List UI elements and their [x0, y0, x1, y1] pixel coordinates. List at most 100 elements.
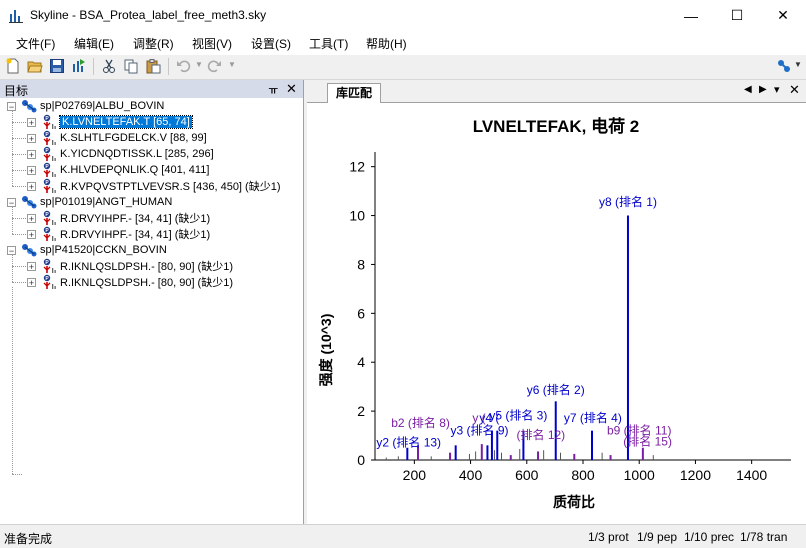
connect-dropdown-icon[interactable]: ▼ — [794, 60, 802, 69]
redo-icon[interactable] — [206, 58, 222, 74]
undo-dropdown-icon[interactable]: ▼ — [195, 60, 203, 69]
tree-node-label: sp|P41520|CCKN_BOVIN — [40, 244, 167, 256]
save-icon[interactable] — [49, 58, 65, 74]
peak-annotation: (排名 12) — [516, 427, 565, 442]
peak-annotation: y7 (排名 4) — [564, 410, 622, 425]
cut-icon[interactable] — [101, 58, 117, 74]
tree-node-label: R.IKNLQSLDPSH.- [80, 90] (缺少1) — [60, 277, 233, 289]
close-window-button[interactable]: ✕ — [760, 0, 806, 31]
svg-text:P: P — [45, 132, 49, 138]
menu-tools[interactable]: 工具(T) — [309, 37, 349, 51]
tree-peptide-node[interactable]: + P R.DRVYIHPF.- [34, 41] (缺少1) — [27, 210, 210, 226]
tree-connector — [12, 266, 26, 267]
tree-protein-node[interactable]: − sp|P01019|ANGT_HUMAN — [7, 194, 172, 210]
close-icon[interactable]: ✕ — [286, 81, 297, 96]
y-tick-label: 10 — [349, 208, 365, 224]
tree-connector — [12, 186, 26, 187]
svg-text:P: P — [45, 116, 49, 122]
svg-text:P: P — [45, 212, 49, 218]
window-title: Skyline - BSA_Protea_label_free_meth3.sk… — [30, 8, 267, 22]
peptide-icon: P — [43, 258, 56, 273]
x-tick-label: 1400 — [736, 467, 767, 483]
skyline-app-icon — [9, 10, 23, 23]
tree-peptide-node[interactable]: + P R.IKNLQSLDPSH.- [80, 90] (缺少1) — [27, 258, 233, 274]
peptide-icon: P — [43, 114, 56, 129]
close-icon: ✕ — [777, 7, 789, 23]
tree-peptide-node[interactable]: + P R.IKNLQSLDPSH.- [80, 90] (缺少1) — [27, 274, 233, 290]
status-transition-count: 1/78 tran — [740, 530, 788, 544]
copy-icon[interactable] — [123, 58, 139, 74]
redo-dropdown-icon[interactable]: ▼ — [228, 60, 236, 69]
tree-node-label: K.LVNELTEFAK.T [65, 74] — [59, 115, 193, 129]
menu-view[interactable]: 视图(V) — [192, 37, 232, 51]
tree-node-label: K.SLHTLFGDELCK.V [88, 99] — [60, 132, 207, 144]
minimize-button[interactable]: — — [668, 0, 714, 31]
expand-icon[interactable]: + — [27, 165, 36, 176]
tree-connector — [12, 207, 13, 234]
peak-annotation: b2 (排名 8) — [391, 415, 450, 430]
peptide-icon: P — [43, 210, 56, 225]
new-icon[interactable] — [5, 58, 21, 74]
title-bar: Skyline - BSA_Protea_label_free_meth3.sk… — [0, 0, 806, 31]
expand-icon[interactable]: + — [27, 261, 36, 272]
peptide-icon: P — [43, 226, 56, 241]
open-icon[interactable] — [27, 58, 43, 74]
x-axis-label: 质荷比 — [553, 494, 595, 510]
tree-peptide-node[interactable]: + P K.SLHTLFGDELCK.V [88, 99] — [27, 130, 207, 146]
peptide-icon: P — [43, 274, 56, 289]
protein-icon — [22, 100, 37, 113]
x-tick-label: 400 — [459, 467, 483, 483]
tree-peptide-node[interactable]: + P R.DRVYIHPF.- [34, 41] (缺少1) — [27, 226, 210, 242]
expand-icon[interactable]: + — [27, 133, 36, 144]
menu-bar: 文件(F) 编辑(E) 调整(R) 视图(V) 设置(S) 工具(T) 帮助(H… — [0, 31, 806, 55]
targets-panel-title: 目标 — [4, 84, 29, 98]
collapse-icon[interactable]: − — [7, 245, 16, 256]
nav-menu-icon[interactable]: ▾ — [774, 84, 780, 96]
menu-refine[interactable]: 调整(R) — [133, 37, 174, 51]
close-icon[interactable]: ✕ — [789, 82, 800, 97]
paste-icon[interactable] — [145, 58, 161, 74]
tree-protein-node[interactable]: − sp|P02769|ALBU_BOVIN — [7, 98, 164, 114]
tree-protein-node[interactable]: − sp|P41520|CCKN_BOVIN — [7, 242, 167, 258]
x-tick-label: 200 — [403, 467, 427, 483]
peak-annotation: y2 (排名 13) — [376, 435, 441, 450]
toolbar-separator — [168, 58, 169, 75]
peak-annotation: y6 (排名 2) — [527, 382, 585, 397]
expand-icon[interactable]: + — [27, 149, 36, 160]
connect-icon[interactable] — [776, 58, 792, 74]
collapse-icon[interactable]: − — [7, 101, 16, 112]
tree-connector — [12, 122, 26, 123]
nav-left-icon[interactable]: ◀ — [744, 84, 752, 95]
menu-edit[interactable]: 编辑(E) — [74, 37, 114, 51]
import-icon[interactable] — [71, 58, 87, 74]
expand-icon[interactable]: + — [27, 277, 36, 288]
undo-icon[interactable] — [176, 58, 192, 74]
peak-annotation: y8 (排名 1) — [599, 194, 657, 209]
y-tick-label: 0 — [357, 452, 365, 468]
tree-peptide-node[interactable]: + P K.LVNELTEFAK.T [65, 74] — [27, 114, 193, 130]
svg-text:P: P — [45, 164, 49, 170]
menu-file[interactable]: 文件(F) — [16, 37, 56, 51]
expand-icon[interactable]: + — [27, 117, 36, 128]
pin-icon[interactable]: ᚂ — [269, 81, 278, 95]
targets-tree[interactable]: − sp|P02769|ALBU_BOVIN + P K.LVNELTEFAK.T [6… — [0, 98, 303, 524]
tree-peptide-node[interactable]: + P R.KVPQVSTPTLVEVSR.S [436, 450] (缺少1) — [27, 178, 281, 194]
expand-icon[interactable]: + — [27, 181, 36, 192]
collapse-icon[interactable]: − — [7, 197, 16, 208]
tree-peptide-node[interactable]: + P K.YICDNQDTISSK.L [285, 296] — [27, 146, 214, 162]
nav-right-icon[interactable]: ▶ — [759, 84, 767, 95]
peak-annotation: b9 (排名 11) — [607, 422, 671, 437]
tree-node-label: K.YICDNQDTISSK.L [285, 296] — [60, 148, 214, 160]
menu-settings[interactable]: 设置(S) — [251, 37, 291, 51]
y-tick-label: 4 — [357, 354, 365, 370]
tree-connector — [12, 474, 22, 475]
tab-library-match[interactable]: 库匹配 — [327, 83, 382, 103]
tree-connector — [12, 255, 13, 282]
tree-connector — [12, 218, 26, 219]
expand-icon[interactable]: + — [27, 213, 36, 224]
expand-icon[interactable]: + — [27, 229, 36, 240]
tree-peptide-node[interactable]: + P K.HLVDEPQNLIK.Q [401, 411] — [27, 162, 209, 178]
spectrum-chart: LVNELTEFAK, 电荷 2 200 400 600 800 1000 1200 140… — [318, 116, 791, 510]
menu-help[interactable]: 帮助(H) — [366, 37, 407, 51]
maximize-button[interactable]: ☐ — [714, 0, 760, 31]
